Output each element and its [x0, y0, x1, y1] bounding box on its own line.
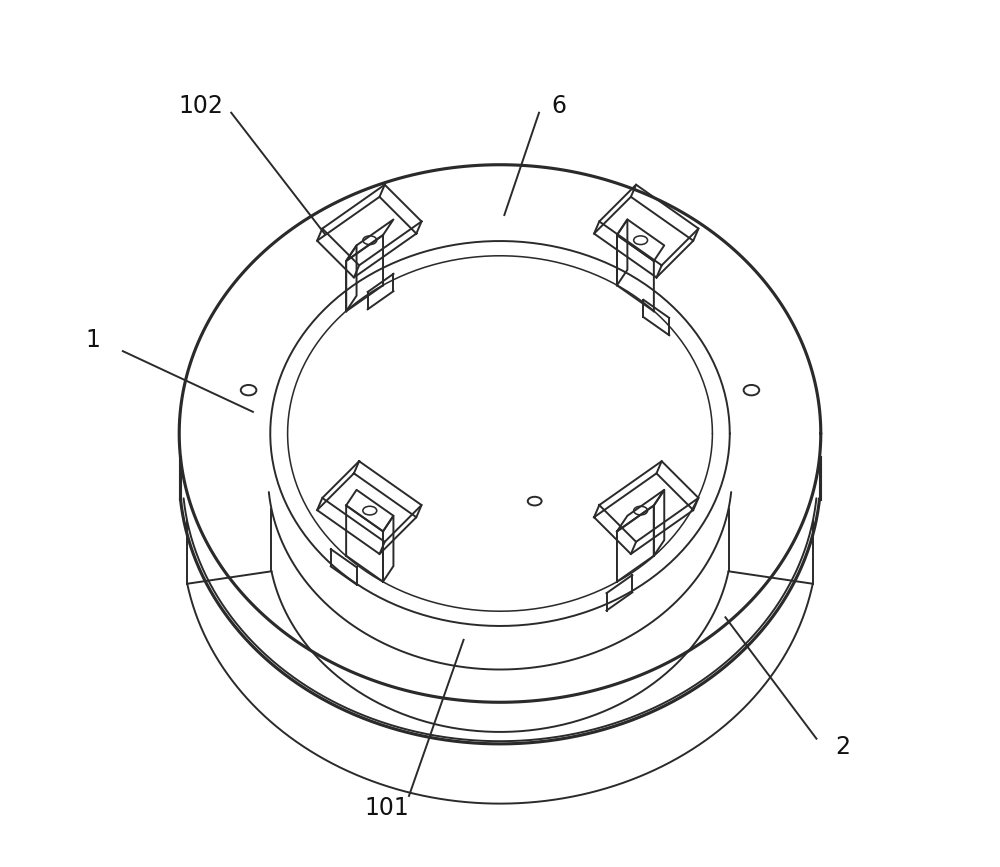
Text: 101: 101: [365, 796, 410, 820]
Text: 1: 1: [85, 328, 100, 352]
Text: 102: 102: [178, 94, 223, 118]
Text: 6: 6: [551, 94, 566, 118]
Text: 2: 2: [835, 735, 850, 759]
